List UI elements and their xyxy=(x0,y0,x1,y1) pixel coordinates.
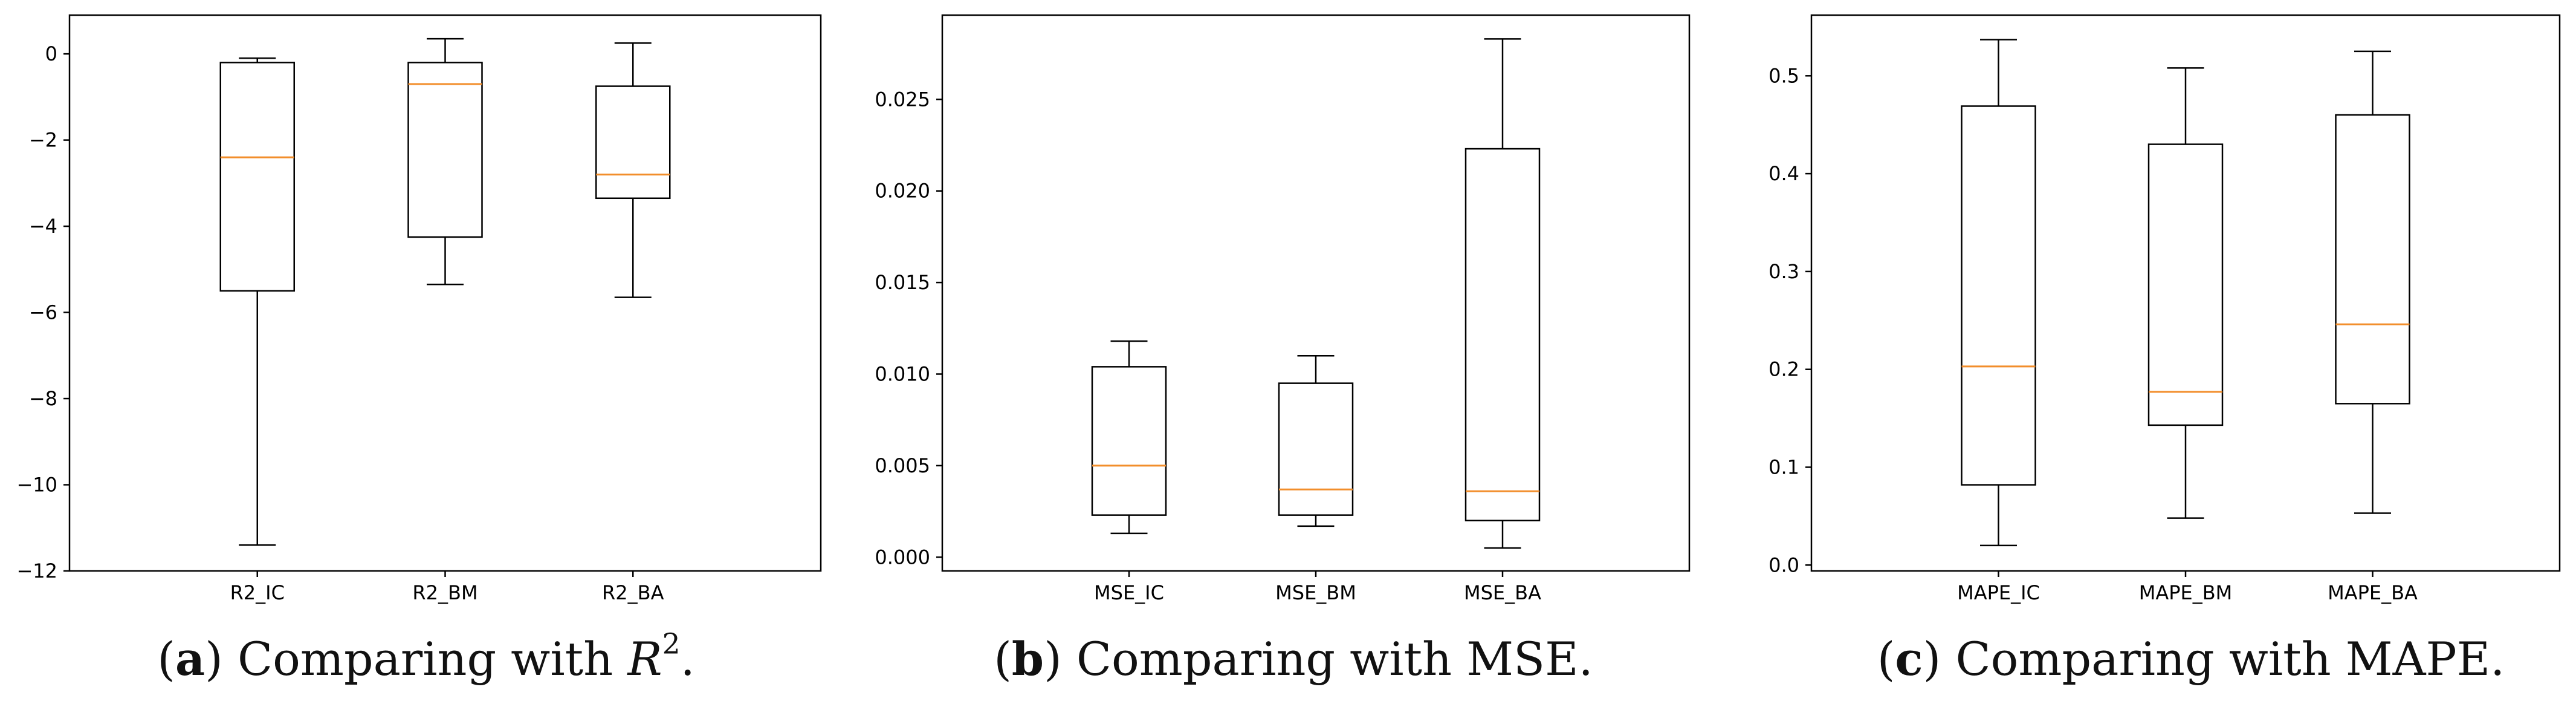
caption-end: . xyxy=(680,632,695,686)
box-iqr xyxy=(1464,148,1541,521)
y-tick-label: −10 xyxy=(16,474,57,497)
y-tick-label: 0.015 xyxy=(875,271,930,294)
caption-letter: b xyxy=(1011,632,1044,686)
box-iqr xyxy=(2335,114,2410,405)
x-tick-label: MAPE_IC xyxy=(1957,581,2040,604)
x-tick-label: MSE_BA xyxy=(1464,581,1541,604)
chart-a: −12 −10 −8 −6 −4 −2 0 R2_IC R2_BM R2_BA xyxy=(16,14,822,604)
caption-text: Comparing with MAPE. xyxy=(1955,632,2505,686)
box-iqr xyxy=(2147,143,2224,426)
y-tick-label: −4 xyxy=(29,215,57,238)
caption-letter: a xyxy=(175,632,205,686)
box-iqr xyxy=(219,62,295,292)
box-iqr xyxy=(1091,366,1167,516)
caption-c: (c) Comparing with MAPE. xyxy=(1877,632,2505,686)
y-tick-label: −8 xyxy=(29,387,57,410)
y-tick-label: −6 xyxy=(29,301,57,324)
x-tick-label: MSE_BM xyxy=(1275,581,1356,604)
caption-text: Comparing with MSE. xyxy=(1076,632,1593,686)
y-tick-label: 0.025 xyxy=(875,88,930,111)
y-tick-label: −2 xyxy=(29,129,57,152)
plot-frame xyxy=(68,14,822,572)
caption-math-symbol: R xyxy=(627,632,662,686)
y-tick-label: 0.4 xyxy=(1769,162,1799,185)
box-iqr xyxy=(1961,105,2036,486)
box-iqr xyxy=(595,85,671,200)
caption-text: Comparing with xyxy=(237,632,613,686)
box-iqr xyxy=(1278,382,1354,516)
box-iqr xyxy=(407,62,483,238)
caption-superscript: 2 xyxy=(662,627,681,661)
y-tick-label: −12 xyxy=(16,559,57,582)
y-tick-label: 0.0 xyxy=(1769,553,1799,576)
y-tick-label: 0.010 xyxy=(875,362,930,385)
y-tick-label: 0.5 xyxy=(1769,64,1799,87)
caption-b: (b) Comparing with MSE. xyxy=(994,632,1593,686)
y-tick-label: 0.3 xyxy=(1769,260,1799,283)
y-tick-label: 0.005 xyxy=(875,454,930,477)
caption-a: (a) Comparing with R2. xyxy=(157,627,695,686)
x-tick-label: R2_BA xyxy=(602,581,664,604)
x-tick-label: R2_IC xyxy=(230,581,285,604)
y-tick-label: 0.000 xyxy=(875,546,930,569)
chart-c: 0.0 0.1 0.2 0.3 0.4 0.5 MAPE_IC MAPE_BM MAPE_BA xyxy=(1769,14,2561,604)
x-tick-label: MSE_IC xyxy=(1094,581,1164,604)
caption-letter: c xyxy=(1895,632,1923,686)
plot-frame xyxy=(941,14,1691,572)
chart-b: 0.000 0.005 0.010 0.015 0.020 0.025 MSE_IC MSE_… xyxy=(875,14,1691,604)
y-tick-label: 0.1 xyxy=(1769,455,1799,478)
x-tick-label: R2_BM xyxy=(412,581,477,604)
y-tick-label: 0 xyxy=(45,42,57,65)
y-tick-label: 0.2 xyxy=(1769,358,1799,381)
x-tick-label: MAPE_BA xyxy=(2328,581,2418,604)
y-tick-label: 0.020 xyxy=(875,180,930,203)
x-tick-label: MAPE_BM xyxy=(2139,581,2233,604)
